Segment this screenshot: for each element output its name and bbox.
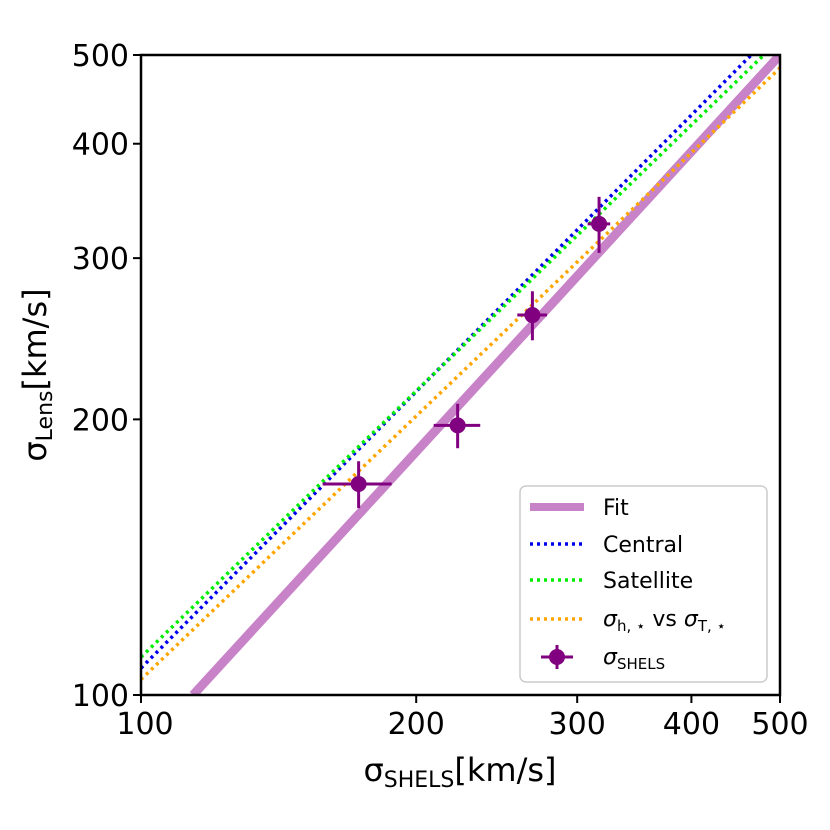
y-axis-label-subscript: Lens <box>33 391 58 442</box>
series-line-sigma-h-star <box>141 66 780 681</box>
legend-label-sigma-shels: σSHELS <box>603 645 665 673</box>
x-axis-label-subscript: SHELS <box>384 768 455 793</box>
series-lines <box>141 55 780 695</box>
data-point-3 <box>517 291 547 341</box>
y-tick-label: 100 <box>72 679 129 714</box>
data-marker <box>591 215 608 232</box>
legend-label-satellite: Satellite <box>603 569 693 594</box>
x-axis-label: σSHELS[km/s] <box>363 751 556 793</box>
x-tick-label: 300 <box>549 707 606 742</box>
x-axis-ticks: 100 200 300 400 500 <box>116 695 809 742</box>
y-tick-label: 200 <box>72 403 129 438</box>
series-line-satellite <box>141 55 766 659</box>
y-axis-label-unit: [km/s] <box>16 288 54 390</box>
y-axis-label-symbol: σ <box>16 441 54 461</box>
legend-label-fit: Fit <box>603 496 629 521</box>
y-axis-label: σLens[km/s] <box>16 288 58 461</box>
y-tick-label: 300 <box>72 242 129 277</box>
data-point-1 <box>322 461 392 509</box>
data-marker <box>350 475 367 492</box>
series-line-fit <box>189 55 780 695</box>
x-tick-label: 100 <box>116 707 173 742</box>
data-point-2 <box>433 403 481 449</box>
plot-frame <box>139 53 782 697</box>
legend: Fit Central Satellite σh, ⋆ vs σT, ⋆ σSH… <box>519 485 768 683</box>
legend-frame <box>519 485 768 683</box>
legend-label-central: Central <box>603 533 683 558</box>
data-marker <box>449 417 466 434</box>
legend-label-sigma-h-star: σh, ⋆ vs σT, ⋆ <box>603 607 726 635</box>
y-tick-label: 500 <box>72 39 129 74</box>
x-tick-label: 400 <box>663 707 720 742</box>
data-point-4 <box>587 196 611 253</box>
data-marker <box>524 307 541 324</box>
x-tick-label: 200 <box>388 707 445 742</box>
legend-swatch-marker <box>549 649 565 665</box>
x-axis-label-unit: [km/s] <box>454 751 556 789</box>
series-points <box>322 196 611 509</box>
x-tick-label: 500 <box>751 707 808 742</box>
x-axis-label-symbol: σ <box>363 751 383 789</box>
y-axis-ticks: 100 200 300 400 500 <box>72 39 141 714</box>
y-tick-label: 400 <box>72 128 129 163</box>
